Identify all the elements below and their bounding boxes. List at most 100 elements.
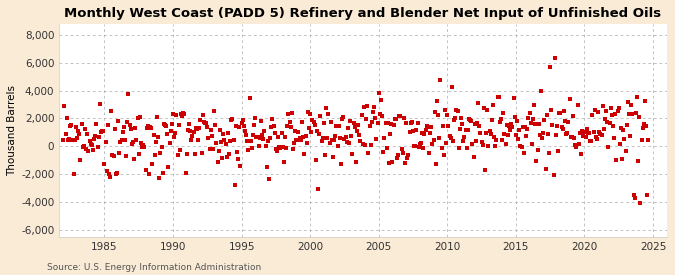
Point — [325, 120, 336, 125]
Point — [246, 146, 257, 150]
Point — [546, 108, 557, 112]
Point — [352, 129, 362, 133]
Point — [177, 114, 188, 119]
Point — [263, 139, 273, 144]
Point — [495, 120, 506, 125]
Point — [584, 131, 595, 135]
Point — [176, 111, 186, 116]
Point — [315, 114, 326, 118]
Point — [461, 146, 472, 150]
Point — [265, 136, 275, 140]
Point — [344, 141, 354, 145]
Point — [387, 160, 398, 164]
Point — [215, 140, 226, 144]
Point — [249, 123, 260, 127]
Point — [408, 129, 418, 133]
Point — [65, 124, 76, 129]
Point — [342, 140, 352, 144]
Point — [291, 138, 302, 142]
Point — [386, 122, 397, 127]
Point — [459, 135, 470, 139]
Point — [210, 123, 221, 127]
Point — [402, 156, 412, 160]
Point — [108, 154, 119, 158]
Point — [121, 154, 132, 158]
Point — [227, 117, 238, 121]
Point — [284, 120, 295, 124]
Point — [609, 136, 620, 140]
Point — [80, 127, 90, 131]
Point — [388, 123, 399, 127]
Point — [394, 113, 405, 118]
Point — [564, 97, 575, 101]
Point — [286, 111, 297, 115]
Point — [550, 133, 561, 137]
Point — [254, 136, 265, 140]
Point — [330, 133, 341, 138]
Point — [518, 151, 529, 155]
Point — [538, 131, 549, 136]
Point — [92, 145, 103, 149]
Point — [215, 128, 225, 133]
Point — [316, 139, 327, 143]
Point — [283, 112, 294, 116]
Point — [106, 109, 117, 113]
Point — [211, 141, 222, 145]
Point — [517, 125, 528, 129]
Point — [323, 111, 334, 116]
Point — [223, 131, 234, 135]
Point — [81, 147, 92, 151]
Point — [535, 132, 545, 137]
Point — [477, 143, 488, 147]
Point — [152, 114, 163, 119]
Point — [554, 111, 565, 115]
Point — [630, 111, 641, 116]
Point — [628, 193, 639, 197]
Point — [510, 133, 521, 137]
Point — [264, 177, 275, 182]
Point — [508, 96, 519, 100]
Point — [356, 113, 367, 117]
Point — [68, 172, 79, 176]
Point — [576, 129, 587, 133]
Point — [497, 138, 508, 142]
Point — [572, 103, 583, 108]
Point — [363, 151, 374, 156]
Point — [362, 104, 373, 108]
Point — [543, 151, 554, 155]
Point — [245, 138, 256, 143]
Point — [489, 134, 500, 139]
Point — [636, 138, 647, 142]
Point — [482, 107, 493, 112]
Point — [360, 117, 371, 122]
Point — [350, 160, 361, 164]
Point — [637, 126, 648, 130]
Point — [146, 126, 157, 130]
Point — [348, 121, 359, 125]
Point — [195, 118, 206, 122]
Point — [200, 120, 211, 125]
Point — [75, 158, 86, 162]
Point — [317, 136, 328, 141]
Point — [599, 126, 610, 131]
Point — [476, 139, 487, 144]
Point — [70, 138, 80, 143]
Point — [612, 109, 623, 114]
Point — [88, 148, 99, 153]
Point — [591, 137, 602, 141]
Point — [228, 138, 239, 142]
Point — [304, 112, 315, 117]
Point — [58, 138, 69, 142]
Point — [279, 160, 290, 164]
Point — [541, 112, 552, 117]
Point — [596, 133, 607, 138]
Point — [321, 106, 331, 110]
Point — [435, 78, 446, 82]
Point — [100, 139, 111, 144]
Point — [339, 137, 350, 141]
Point — [537, 135, 547, 140]
Point — [289, 141, 300, 145]
Point — [442, 113, 453, 117]
Point — [464, 118, 475, 122]
Point — [499, 131, 510, 136]
